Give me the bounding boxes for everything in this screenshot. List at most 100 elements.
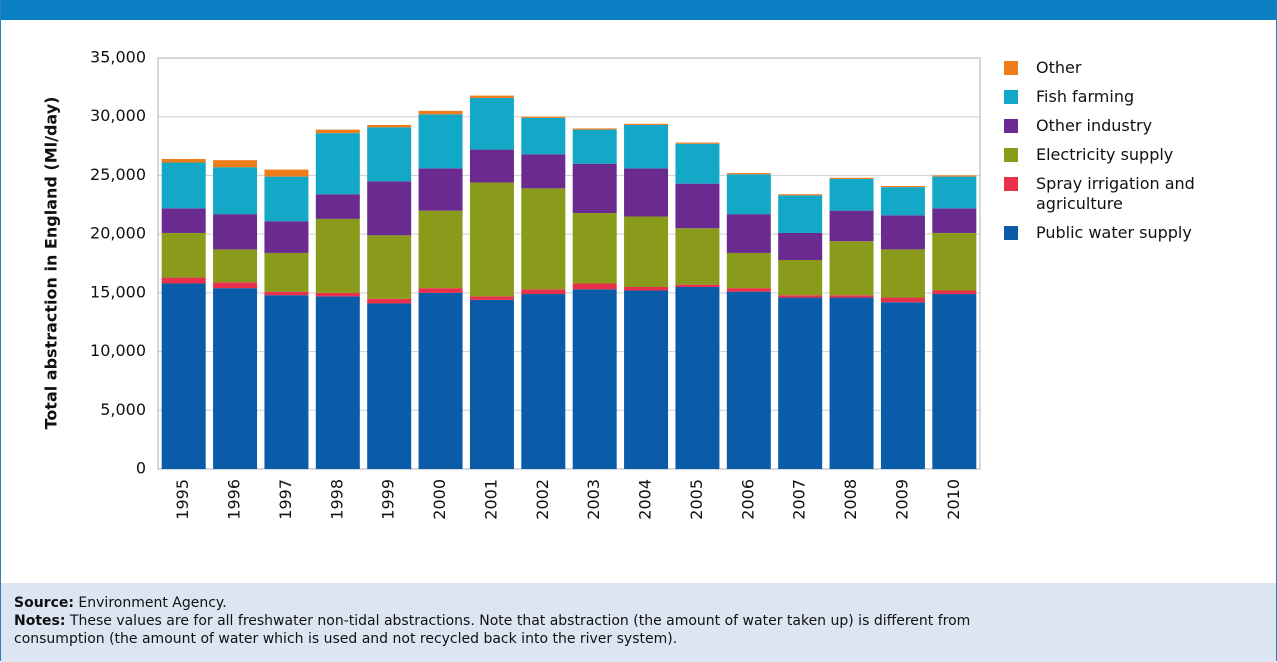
bar-segment [161,208,206,233]
x-tick-label: 2000 [430,479,449,520]
y-tick-label: 15,000 [90,282,146,301]
bar-segment [880,185,925,188]
bar-segment [469,149,514,183]
bar-segment [521,154,566,189]
bar-segment [367,181,412,236]
bar-segment [880,302,925,469]
bar-segment [829,297,874,469]
bar-segment [469,299,514,469]
legend-swatch [1004,61,1018,75]
legend-item: Other industry [1004,116,1234,136]
chart: Total abstraction in England (Ml/day) 0 5… [42,48,981,520]
bar-segment [367,235,412,299]
x-tick-label: 2009 [892,479,911,520]
legend-item: Public water supply [1004,223,1234,243]
bar-segment [521,294,566,469]
bar-segment [264,291,309,296]
bar-segment [469,296,514,300]
bar-segment [418,168,463,211]
bar-segment [315,129,360,134]
bar-segment [624,168,669,217]
bar-segment [624,123,669,125]
bar-segment [880,215,925,250]
bar-segment [726,174,771,215]
bar-segment [829,295,874,298]
bar-segment [418,292,463,469]
bar-segment [469,182,514,297]
y-tick-label: 20,000 [90,224,146,243]
legend-swatch [1004,148,1018,162]
x-tick-label: 2005 [687,479,706,520]
bar-segment [932,232,977,291]
legend-label: Other [1036,58,1082,77]
bar-segment [213,249,258,283]
legend-label: Public water supply [1036,223,1192,242]
y-tick-label: 30,000 [90,106,146,125]
bar-segment [778,259,823,296]
bar-segment [932,175,977,177]
bar-segment [572,213,617,284]
bar-segment [418,210,463,289]
y-axis-label: Total abstraction in England (Ml/day) [42,97,61,430]
bar-segment [521,116,566,118]
legend-label: Other industry [1036,116,1153,135]
legend-swatch [1004,90,1018,104]
bar-segment [213,167,258,215]
bar-segment [418,114,463,169]
bar-segment [521,117,566,155]
bar-segment [932,290,977,295]
bar-segment [469,95,514,98]
bar-segment [315,218,360,293]
bar-segment [572,163,617,214]
bar-segment [778,195,823,233]
x-tick-label: 1995 [173,479,192,520]
bar-segment [521,188,566,290]
x-tick-label: 2003 [584,479,603,520]
bar-segment [726,288,771,292]
bar-segment [726,291,771,469]
x-tick-label: 1998 [327,479,346,520]
bar-segment [367,303,412,469]
legend-item: Electricity supply [1004,145,1234,165]
bar-segment [932,208,977,233]
bar-segment [213,214,258,250]
bar-segment [315,133,360,195]
bar-segment [829,178,874,211]
bar-segment [880,297,925,303]
notes-label: Notes: [14,613,66,629]
bar-segment [264,169,309,177]
bar-segment [367,298,412,304]
legend-label: Fish farming [1036,87,1135,106]
bar-segment [213,160,258,168]
x-tick-label: 1996 [225,479,244,520]
bar-segment [213,288,258,469]
x-tick-label: 2007 [790,479,809,520]
bar-segment [418,288,463,293]
bar-segment [161,283,206,469]
x-tick-label: 2001 [481,479,500,520]
bar-segment [315,194,360,219]
x-tick-label: 2002 [533,479,552,520]
legend-item: Other [1004,58,1234,78]
bar-segment [161,232,206,278]
bar-segment [829,210,874,242]
x-tick-label: 2008 [841,479,860,520]
source: Environment Agency. [78,595,227,611]
bar-segment [624,216,669,287]
x-tick-label: 2006 [738,479,757,520]
bar-segment [675,284,720,287]
bar-segment [367,127,412,182]
bar-segment [572,289,617,469]
source-label: Source: [14,595,74,611]
legend-swatch [1004,177,1018,191]
bar-segment [315,296,360,469]
bar-segment [675,142,720,144]
bar-segment [418,110,463,115]
bar-segment [213,282,258,289]
bar-segment [315,292,360,297]
y-tick-label: 0 [136,459,146,478]
bar-segment [161,162,206,209]
legend-label: Spray irrigation and agriculture [1036,174,1195,213]
x-tick-label: 1999 [379,479,398,520]
bar-segment [624,124,669,169]
